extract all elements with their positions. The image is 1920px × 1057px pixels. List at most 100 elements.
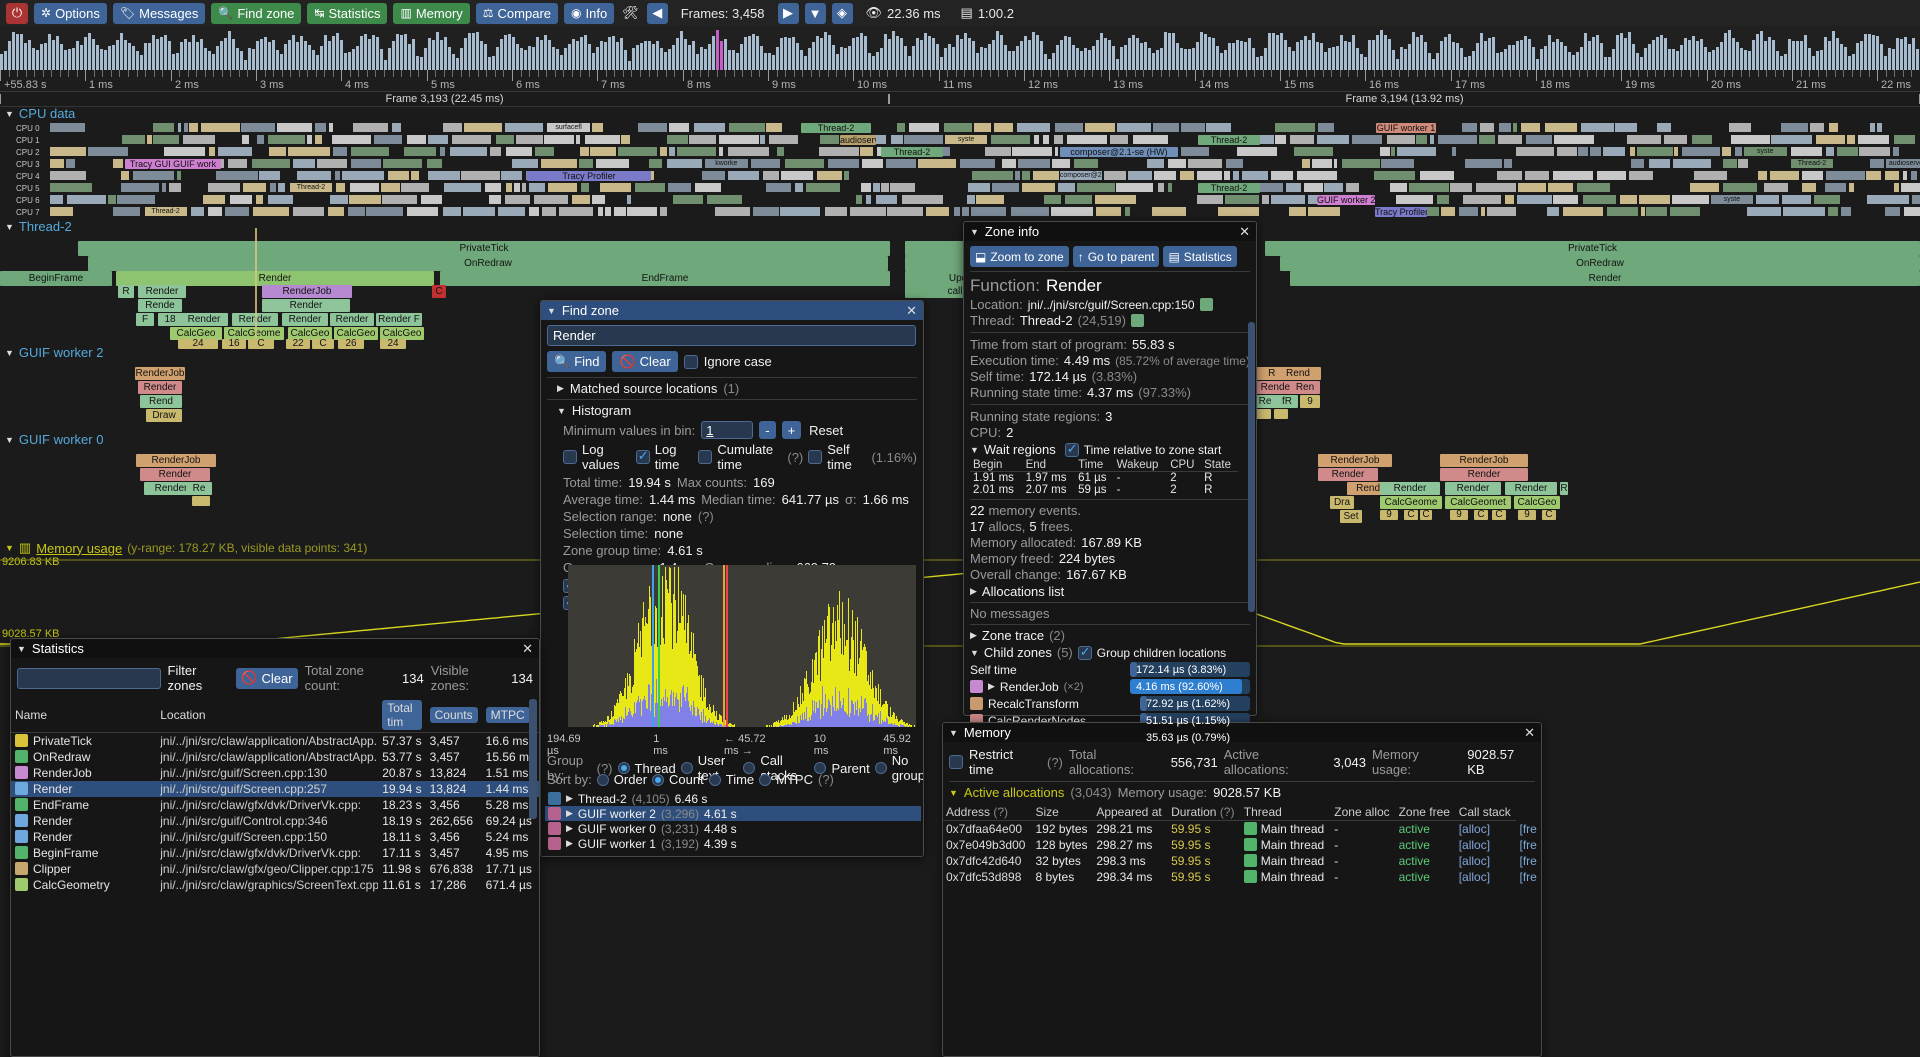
frame-bar[interactable] [1148, 48, 1151, 70]
frames-menu-button[interactable]: ▼ [804, 2, 826, 24]
cpu-sample[interactable] [1735, 147, 1742, 156]
histogram-plot[interactable] [568, 565, 916, 727]
frame-bar[interactable] [924, 32, 927, 70]
cpu-sample[interactable] [827, 159, 859, 168]
zone[interactable]: 22 [286, 339, 310, 349]
frame-bar[interactable] [976, 53, 979, 70]
cpu-sample[interactable] [1153, 171, 1177, 180]
cpu-sample[interactable] [1224, 195, 1260, 204]
frame-bar[interactable] [68, 49, 71, 70]
zone[interactable]: RenderJob [1318, 454, 1392, 467]
frame-bar[interactable] [724, 38, 727, 70]
frame-bar[interactable] [1236, 39, 1239, 70]
frame-bar[interactable] [1064, 36, 1067, 70]
frame-bar[interactable] [964, 33, 967, 70]
frame-bar[interactable] [280, 54, 283, 70]
zone[interactable]: Rende [138, 299, 182, 312]
cpu-sample[interactable] [1307, 207, 1341, 216]
memory-address-cell[interactable]: 0x7e049b3d00 [946, 838, 1026, 852]
frame-bar[interactable] [468, 32, 471, 70]
cpu-sample[interactable] [330, 195, 348, 204]
cpu-sample[interactable] [1389, 183, 1407, 192]
cpu-sample[interactable] [121, 135, 146, 144]
zone[interactable]: CalcGeo [170, 327, 222, 340]
frame-bar[interactable] [272, 40, 275, 70]
cpu-sample[interactable] [819, 147, 859, 156]
memory-row[interactable]: 0x7e049b3d00 128 bytes 298.27 ms 59.95 s Mai… [943, 837, 1541, 853]
frame-bar[interactable] [1824, 36, 1827, 70]
cpu-sample[interactable] [1094, 195, 1137, 204]
cpu-sample[interactable] [332, 147, 348, 156]
frame-bar[interactable] [1616, 34, 1619, 70]
filter-zones-input[interactable] [17, 667, 161, 689]
frame-bar[interactable] [728, 49, 731, 70]
frame-bar[interactable] [1836, 38, 1839, 70]
cpu-sample[interactable] [1254, 183, 1284, 192]
frame-bar[interactable] [1304, 35, 1307, 70]
cpu-sample[interactable] [1386, 135, 1415, 144]
frame-bar[interactable] [748, 36, 751, 70]
cpu-sample[interactable] [1840, 207, 1852, 216]
frame-bar[interactable] [1072, 45, 1075, 70]
cpu-sample[interactable] [718, 135, 759, 144]
frame-bar[interactable] [560, 55, 563, 70]
cpu-sample[interactable] [613, 207, 626, 216]
cpu-sample[interactable] [146, 135, 152, 144]
cpu-sample[interactable] [278, 183, 286, 192]
memory-row[interactable]: 0x7dfaa64e00 192 bytes 298.21 ms 59.95 s Mai… [943, 821, 1541, 838]
cpu-sample[interactable] [462, 207, 496, 216]
cpu-sample[interactable] [209, 147, 216, 156]
frame-bar[interactable] [1472, 50, 1475, 70]
cpu-sample[interactable] [626, 195, 632, 204]
cpu-sample[interactable] [1296, 171, 1337, 180]
frame-bar[interactable] [1912, 37, 1915, 70]
memory-titlebar[interactable]: ▼ Memory ✕ [943, 723, 1541, 742]
zone[interactable]: C [1474, 510, 1488, 520]
zone-info-scrollbar[interactable] [1248, 322, 1255, 612]
frame-bar[interactable] [260, 38, 263, 70]
frame-bar[interactable] [1640, 56, 1643, 70]
frame-bar[interactable] [736, 53, 739, 70]
cpu-sample[interactable] [1116, 183, 1154, 192]
zone[interactable]: Render [1440, 468, 1528, 481]
cpu-sample[interactable] [862, 159, 884, 168]
frame-bar[interactable] [472, 32, 475, 70]
zone[interactable]: CalcGeome [224, 327, 284, 340]
frame-bar[interactable] [792, 37, 795, 70]
cpu-sample[interactable] [505, 195, 530, 204]
memory-call-stack-cell[interactable]: [alloc] [1458, 822, 1491, 836]
cpu-sample[interactable] [267, 195, 293, 204]
frame-bar[interactable] [24, 43, 27, 70]
frame-bar[interactable] [1380, 30, 1383, 70]
cpu-sample[interactable] [50, 147, 87, 156]
sort-by-mtpc-radio[interactable] [759, 773, 772, 786]
cpu-sample[interactable] [1524, 171, 1549, 180]
frame-bar[interactable] [1036, 35, 1039, 70]
frame-bar[interactable] [1224, 49, 1227, 70]
frame-bar[interactable] [1788, 39, 1791, 70]
frame-bar[interactable] [1660, 34, 1663, 70]
cpu-sample[interactable] [229, 195, 253, 204]
zone[interactable]: Set [1340, 510, 1362, 523]
frame-bar[interactable] [1892, 48, 1895, 70]
self-time-checkbox[interactable] [808, 450, 823, 464]
cpu-sample[interactable] [597, 207, 604, 216]
frame-bar[interactable] [1228, 42, 1231, 70]
cpu-sample[interactable] [488, 195, 501, 204]
frame-bar[interactable] [184, 38, 187, 70]
frame-bar[interactable] [292, 35, 295, 70]
cumulate-time-checkbox[interactable] [698, 450, 713, 464]
frame-bar[interactable] [400, 35, 403, 70]
cpu-sample[interactable] [1723, 159, 1737, 168]
cpu-sample[interactable] [1904, 207, 1920, 216]
frame-bar[interactable] [1808, 48, 1811, 70]
cpu-sample[interactable] [332, 135, 372, 144]
frame-bar[interactable] [1872, 35, 1875, 70]
frame-bar[interactable] [1484, 40, 1487, 70]
cpu-sample[interactable] [896, 123, 905, 132]
frame-bar[interactable] [144, 42, 147, 70]
cpu-sample[interactable]: Thread-2 [289, 183, 333, 192]
frame-bar[interactable] [368, 38, 371, 70]
frame-bar[interactable] [1792, 41, 1795, 70]
frame-bar[interactable] [1812, 56, 1815, 70]
